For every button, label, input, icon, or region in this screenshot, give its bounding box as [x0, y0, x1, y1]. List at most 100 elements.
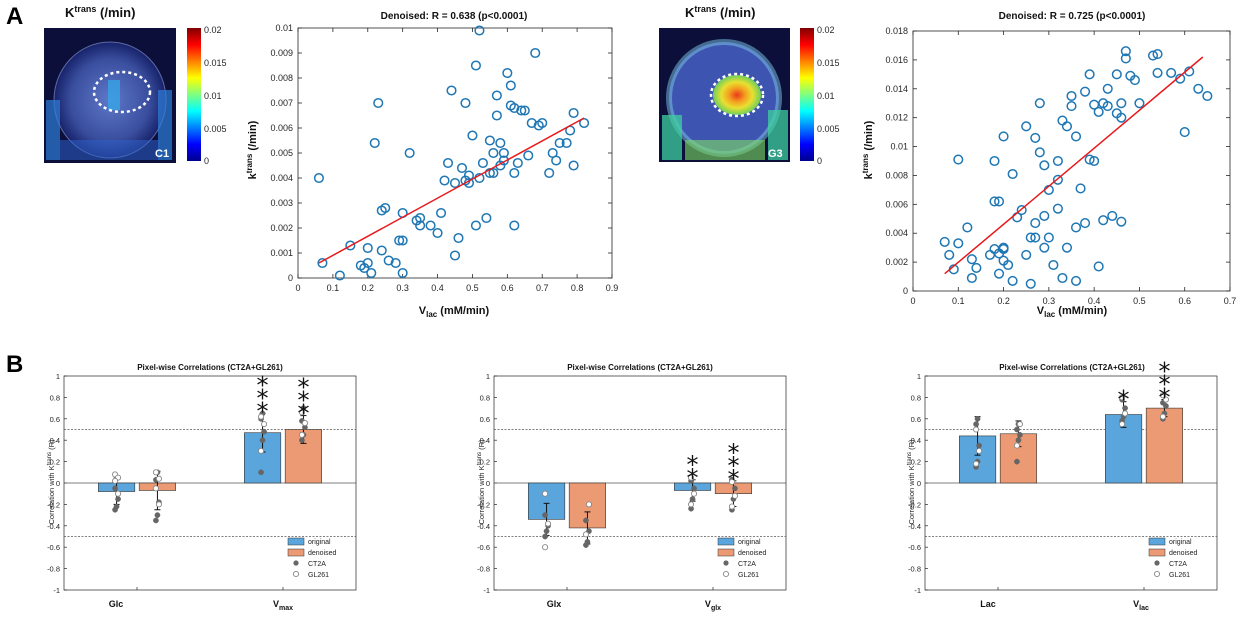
- legend-label: original: [1169, 539, 1192, 546]
- data-point: [1116, 98, 1127, 109]
- y-tick-label: 0.014: [885, 84, 908, 94]
- y-tick-label: -0.8: [477, 565, 490, 574]
- y-tick-label: 1: [486, 372, 490, 381]
- scatter-plot-1: Denoised: R = 0.638 (p<0.0001) Vlac (mM/…: [245, 11, 618, 319]
- point-ct2a: [689, 496, 696, 502]
- point-ct2a: [1015, 437, 1022, 444]
- data-point: [1016, 205, 1027, 216]
- data-point: [1116, 216, 1127, 227]
- data-point: [526, 117, 537, 129]
- data-point: [1152, 49, 1163, 60]
- y-tick-label: 0.012: [885, 113, 908, 123]
- point-gl261: [1119, 421, 1126, 428]
- significance-star: *: [1158, 384, 1170, 412]
- bar-chart-lac: Pixel-wise Correlations (CT2A+GL261) Cor…: [907, 358, 1218, 612]
- colorbar-ticks: 0.02 0.015 0.01 0.005 0: [204, 25, 227, 166]
- data-point: [1057, 272, 1068, 284]
- y-tick-label: 0: [56, 479, 60, 488]
- y-axis-label: ktrans (/min): [861, 120, 875, 179]
- svg-text:0: 0: [204, 156, 209, 166]
- legend-swatch-denoised: [717, 548, 735, 557]
- y-tick-label: 0.018: [885, 26, 908, 36]
- tumor-hotspot: [713, 75, 761, 115]
- point-gl261: [298, 431, 305, 438]
- data-point: [1098, 215, 1109, 226]
- data-point: [362, 242, 373, 254]
- data-point: [394, 235, 405, 246]
- y-tick-label: 0: [903, 286, 908, 296]
- data-point: [1147, 50, 1159, 61]
- point-ct2a: [542, 512, 548, 518]
- data-point: [1093, 106, 1104, 117]
- legend-label: denoised: [308, 550, 337, 557]
- data-point: [446, 85, 457, 96]
- point-ct2a: [115, 496, 121, 502]
- data-point: [1021, 121, 1032, 132]
- plot-area: [912, 30, 1231, 292]
- svg-text:0.005: 0.005: [817, 124, 840, 134]
- panel-label-a: A: [6, 3, 23, 30]
- data-point: [1025, 232, 1036, 243]
- data-point: [491, 110, 502, 121]
- data-point: [523, 150, 534, 161]
- y-axis-label: Correlation with Ktrans (R): [47, 439, 56, 525]
- point-gl261: [258, 447, 265, 454]
- svg-text:0.02: 0.02: [204, 25, 222, 35]
- point-gl261: [155, 501, 162, 508]
- data-point: [1102, 101, 1113, 112]
- legend-swatch-denoised: [1148, 548, 1166, 557]
- y-tick-label: -1: [914, 586, 921, 595]
- data-point: [463, 170, 475, 181]
- significance-star: *: [727, 439, 739, 467]
- point-gl261: [1159, 413, 1166, 420]
- legend-label: GL261: [738, 572, 759, 579]
- data-point: [502, 67, 513, 79]
- data-point: [390, 257, 401, 269]
- point-ct2a: [258, 469, 264, 476]
- point-gl261: [1162, 396, 1169, 403]
- data-point: [439, 175, 450, 186]
- data-point: [1120, 46, 1131, 57]
- y-tick-label: 0.007: [270, 98, 293, 108]
- data-point: [1003, 259, 1014, 271]
- chart-title: Pixel-wise Correlations (CT2A+GL261): [567, 363, 713, 372]
- data-point: [1048, 259, 1059, 271]
- point-gl261: [973, 426, 980, 433]
- data-point: [1070, 222, 1082, 233]
- data-point: [481, 212, 492, 224]
- data-point: [491, 90, 502, 101]
- y-tick-label: 0.6: [911, 415, 921, 424]
- data-point: [551, 155, 562, 166]
- point-gl261: [585, 501, 592, 508]
- significance-star: *: [297, 387, 309, 415]
- data-point: [449, 177, 461, 189]
- y-tick-label: -0.4: [477, 522, 490, 531]
- x-tick-label: 0.6: [501, 283, 514, 293]
- data-point: [1080, 218, 1091, 229]
- y-tick-label: 0.002: [885, 257, 908, 267]
- y-axis-label: ktrans (/min): [245, 120, 259, 179]
- point-gl261: [688, 474, 695, 481]
- data-point: [993, 268, 1005, 279]
- data-point: [1039, 210, 1050, 221]
- y-tick-label: 0.8: [480, 393, 490, 402]
- data-point: [415, 220, 426, 231]
- y-axis-label: Correlation with Ktrans (R): [477, 439, 486, 525]
- significance-star: *: [257, 384, 269, 412]
- data-point: [1030, 218, 1041, 229]
- point-gl261: [301, 420, 308, 427]
- data-point: [1066, 101, 1077, 112]
- y-tick-label: 0.2: [480, 458, 490, 467]
- data-point: [1039, 242, 1050, 253]
- x-tick-label: 0.2: [997, 296, 1010, 306]
- data-point: [460, 97, 471, 109]
- chart-title: Denoised: R = 0.638 (p<0.0001): [381, 11, 528, 22]
- legend-swatch-original: [287, 537, 305, 546]
- legend-marker-gl261: [292, 570, 300, 578]
- x-tick-label: 0.2: [362, 283, 375, 293]
- y-tick-label: 0.009: [270, 48, 293, 58]
- point-ct2a: [583, 517, 589, 524]
- x-axis-label: Vlac (mM/min): [419, 305, 490, 319]
- data-point: [1084, 69, 1095, 80]
